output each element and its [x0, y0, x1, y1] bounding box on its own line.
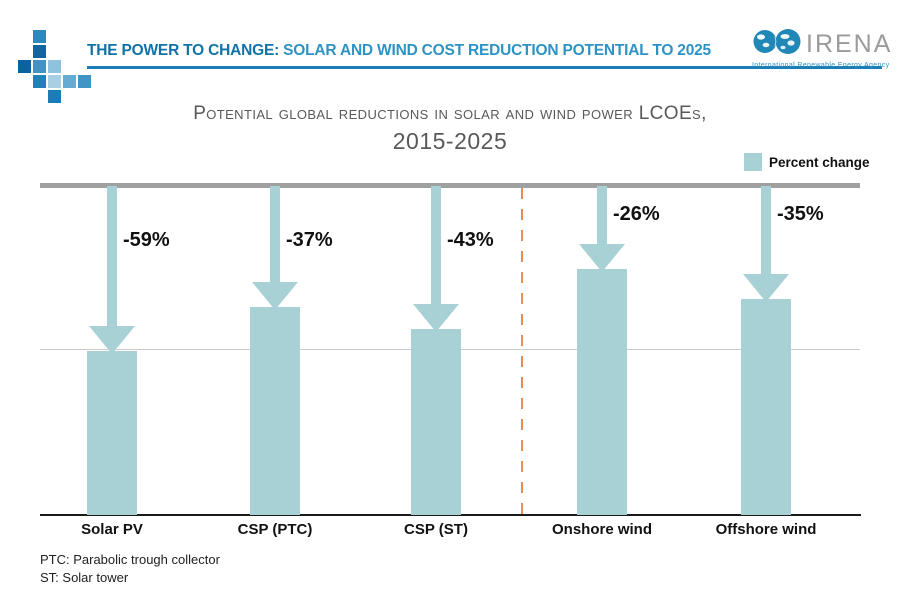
- power-to-change-pixel-logo: [0, 0, 100, 120]
- reduction-arrow-shaft: [107, 186, 117, 331]
- category-label: Offshore wind: [715, 521, 817, 538]
- pixel-logo-cell: [18, 60, 31, 73]
- pixel-logo-cell: [33, 30, 46, 43]
- footnote-ptc: PTC: Parabolic trough collector: [40, 552, 220, 567]
- percent-change-label: -35%: [777, 203, 824, 225]
- bar-solar-pv: [87, 351, 137, 515]
- report-title-rest: SOLAR AND WIND COST REDUCTION POTENTIAL …: [279, 42, 711, 59]
- footnote-st: ST: Solar tower: [40, 570, 129, 585]
- percent-change-label: -59%: [123, 229, 170, 251]
- reduction-arrow-shaft: [597, 186, 607, 249]
- irena-logo: IRENA International Renewable Energy Age…: [752, 28, 893, 69]
- reduction-arrow-head: [89, 326, 135, 354]
- bar-csp-ptc-: [250, 307, 300, 515]
- pixel-logo-cell: [33, 45, 46, 58]
- reduction-arrow-head: [252, 282, 298, 310]
- pixel-logo-cell: [63, 75, 76, 88]
- pixel-logo-cell: [48, 60, 61, 73]
- reduction-arrow-head: [413, 304, 459, 332]
- chart-title-line2: 2015-2025: [392, 128, 508, 154]
- reduction-arrow-shaft: [761, 186, 771, 279]
- legend-label: Percent change: [769, 154, 870, 170]
- irena-globes-icon: [752, 28, 802, 61]
- bar-offshore-wind: [741, 299, 791, 515]
- baseline-2015: [40, 183, 860, 188]
- pixel-logo-cell: [48, 75, 61, 88]
- percent-change-label: -37%: [286, 229, 333, 251]
- report-title: THE POWER TO CHANGE: SOLAR AND WIND COST…: [87, 42, 747, 60]
- pixel-logo-cell: [78, 75, 91, 88]
- pixel-logo-cell: [33, 75, 46, 88]
- solar-wind-separator-dashed-line: [521, 188, 523, 515]
- bar-chart-plot-area: -59% -37% -43% -26% -35%: [40, 183, 861, 516]
- report-title-bold: THE POWER TO CHANGE:: [87, 42, 280, 59]
- legend-swatch: [744, 153, 762, 171]
- irena-wordmark: IRENA: [806, 30, 893, 58]
- bar-onshore-wind: [577, 269, 627, 515]
- percent-change-label: -26%: [613, 203, 660, 225]
- legend: Percent change: [744, 153, 870, 171]
- reduction-arrow-shaft: [431, 186, 441, 309]
- category-label: Onshore wind: [551, 521, 652, 538]
- category-label: CSP (PTC): [237, 521, 313, 538]
- chart-title: Potential global reductions in solar and…: [0, 103, 900, 155]
- bar-csp-st-: [411, 329, 461, 515]
- pixel-logo-cell: [33, 60, 46, 73]
- x-axis-line: [40, 514, 861, 516]
- irena-tagline: International Renewable Energy Agency: [752, 62, 890, 69]
- header-divider: [87, 66, 882, 69]
- reduction-arrow-shaft: [270, 186, 280, 287]
- footnotes: PTC: Parabolic trough collector ST: Sola…: [40, 551, 220, 587]
- chart-title-line1: Potential global reductions in solar and…: [193, 103, 707, 124]
- reduction-arrow-head: [743, 274, 789, 302]
- reduction-arrow-head: [579, 244, 625, 272]
- category-label: CSP (ST): [404, 521, 468, 538]
- percent-change-label: -43%: [447, 229, 494, 251]
- pixel-logo-cell: [48, 90, 61, 103]
- category-label: Solar PV: [81, 521, 143, 538]
